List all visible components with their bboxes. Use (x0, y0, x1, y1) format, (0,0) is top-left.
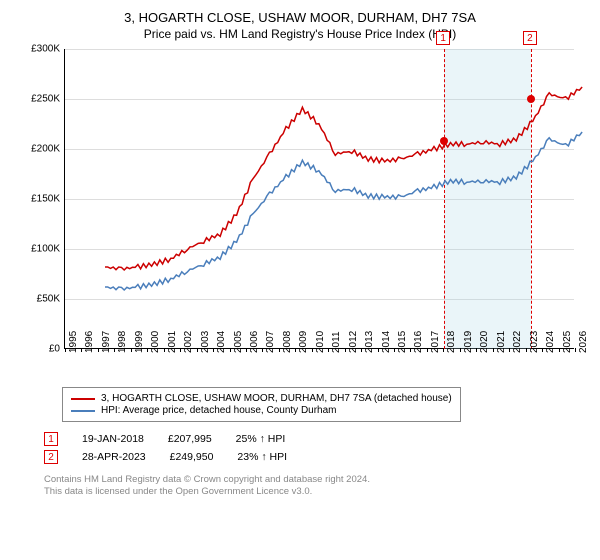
y-tick-label: £300K (20, 44, 60, 55)
annotation-marker: 2 (44, 450, 58, 464)
y-tick-label: £250K (20, 94, 60, 105)
series-hpi (105, 132, 582, 290)
chart-subtitle: Price paid vs. HM Land Registry's House … (14, 27, 586, 41)
legend-label: HPI: Average price, detached house, Coun… (101, 405, 337, 416)
y-tick-label: £150K (20, 194, 60, 205)
x-tick-label: 2026 (578, 331, 600, 353)
legend-label: 3, HOGARTH CLOSE, USHAW MOOR, DURHAM, DH… (101, 393, 452, 404)
footer-line1: Contains HM Land Registry data © Crown c… (44, 474, 586, 486)
y-tick-label: £0 (20, 344, 60, 355)
footer: Contains HM Land Registry data © Crown c… (44, 474, 586, 499)
y-tick-label: £100K (20, 244, 60, 255)
chart-title: 3, HOGARTH CLOSE, USHAW MOOR, DURHAM, DH… (14, 10, 586, 25)
legend-swatch (71, 398, 95, 400)
annotation-row: 2 28-APR-2023 £249,950 23% ↑ HPI (44, 450, 586, 464)
annotation-price: £249,950 (170, 451, 214, 463)
legend: 3, HOGARTH CLOSE, USHAW MOOR, DURHAM, DH… (62, 387, 461, 422)
sale-marker-box: 2 (523, 31, 537, 45)
legend-item: 3, HOGARTH CLOSE, USHAW MOOR, DURHAM, DH… (71, 393, 452, 404)
annotation-delta: 23% ↑ HPI (237, 451, 287, 463)
y-tick-label: £200K (20, 144, 60, 155)
series-property (105, 87, 582, 270)
legend-item: HPI: Average price, detached house, Coun… (71, 405, 452, 416)
sale-point-dot (527, 95, 535, 103)
annotation-row: 1 19-JAN-2018 £207,995 25% ↑ HPI (44, 432, 586, 446)
y-tick-label: £50K (20, 294, 60, 305)
plot-region (64, 49, 574, 349)
annotation-date: 28-APR-2023 (82, 451, 146, 463)
x-tick (65, 348, 66, 352)
legend-swatch (71, 410, 95, 412)
footer-line2: This data is licensed under the Open Gov… (44, 486, 586, 498)
sale-marker-box: 1 (436, 31, 450, 45)
annotation-marker: 1 (44, 432, 58, 446)
sale-point-dot (440, 137, 448, 145)
annotation-date: 19-JAN-2018 (82, 433, 144, 445)
chart-area: £0£50K£100K£150K£200K£250K£300K 19951996… (24, 49, 584, 379)
annotation-delta: 25% ↑ HPI (236, 433, 286, 445)
annotation-price: £207,995 (168, 433, 212, 445)
